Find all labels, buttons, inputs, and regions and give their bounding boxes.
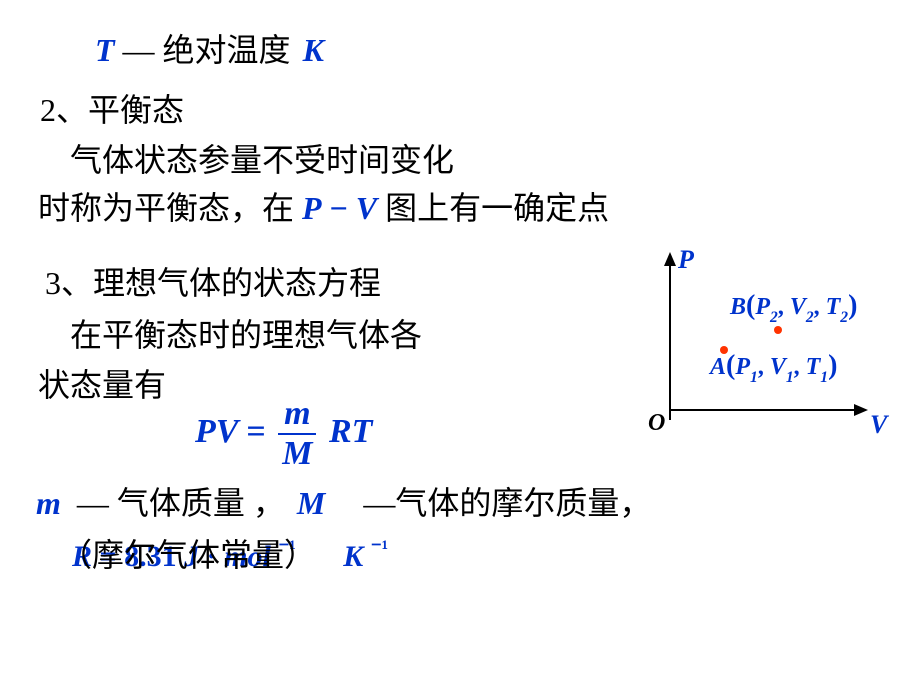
symbol-T: T [95, 32, 115, 68]
label-point-B: B(P2, V2, T2) [730, 290, 857, 325]
y-axis-arrow [664, 252, 676, 266]
text-gas-mass: 气体质量 [117, 485, 245, 521]
symbol-m: m [36, 485, 61, 521]
B-letter: B [730, 294, 746, 320]
eq-numerator: m [278, 395, 316, 435]
pv-diagram: P V O B(P2, V2, T2) A(P1, V1, T1) [600, 250, 910, 455]
heading-ideal-gas: 3、理想气体的状态方程 [45, 258, 381, 304]
text-equilibrium-desc1: 气体状态参量不受时间变化 [70, 135, 454, 181]
symbol-P: P [302, 190, 322, 226]
text-ideal-gas-desc1: 在平衡态时的理想气体各 [70, 310, 422, 356]
point-B [774, 326, 782, 334]
x-axis-arrow [854, 404, 868, 416]
eq-denominator: M [278, 435, 316, 473]
text-ideal-gas-desc2: 状态量有 [38, 360, 166, 406]
eq-fraction: m M [278, 395, 316, 473]
dash: — [123, 32, 155, 68]
heading-equilibrium: 2、平衡态 [40, 85, 184, 131]
line-temp-definition: T — 绝对温度 K [95, 25, 324, 71]
minus: − [330, 190, 356, 226]
equation-ideal-gas: PV = m M RT [195, 395, 372, 473]
label-point-A: A(P1, V1, T1) [710, 350, 837, 385]
symbol-K: K [303, 32, 324, 68]
unit-K: K [343, 540, 363, 573]
dash2: — [77, 485, 109, 521]
eq-RT: RT [329, 413, 372, 450]
eq-PV: PV [195, 413, 238, 450]
text-molar-mass: —气体的摩尔质量， [363, 485, 651, 521]
text-absolute-temp: 绝对温度 [163, 32, 291, 68]
symbol-V: V [356, 190, 377, 226]
text-post: 图上有一确定点 [385, 190, 609, 226]
text-pre: 时称为平衡态，在 [38, 190, 294, 226]
label-V-axis: V [870, 410, 887, 440]
symbol-M: M [297, 485, 325, 521]
A-letter: A [710, 354, 726, 380]
eq-equals: = [246, 413, 274, 450]
exp-neg1-b: ⁻¹ [371, 536, 388, 560]
text-molar-constant: （摩尔气体常量） [60, 530, 316, 576]
line-mass-definition: m — 气体质量 ， M —气体的摩尔质量， [36, 478, 651, 524]
label-P-axis: P [678, 245, 694, 275]
text-equilibrium-desc2: 时称为平衡态，在 P − V 图上有一确定点 [38, 183, 609, 229]
label-origin: O [648, 410, 665, 437]
comma: ， [253, 485, 285, 521]
